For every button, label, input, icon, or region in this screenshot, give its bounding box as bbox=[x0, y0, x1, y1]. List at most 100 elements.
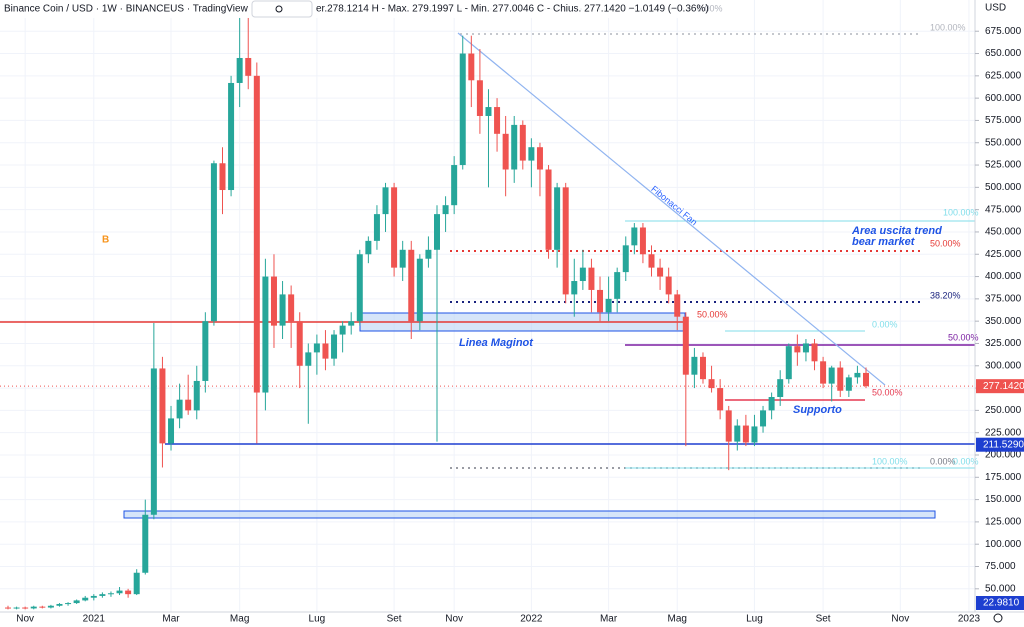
x-tick-label: Mag bbox=[668, 614, 687, 625]
candle-body bbox=[562, 187, 569, 295]
candle-body bbox=[202, 321, 209, 381]
y-tick-label: 250.000 bbox=[985, 405, 1022, 416]
annotation: B bbox=[102, 235, 109, 246]
candle-body bbox=[30, 606, 37, 609]
y-tick-label: 575.000 bbox=[985, 115, 1022, 126]
candle-body bbox=[605, 298, 612, 313]
candle-body bbox=[794, 346, 801, 353]
candle-body bbox=[56, 603, 63, 606]
annotation: Supporto bbox=[793, 404, 842, 416]
y-tick-label: 625.000 bbox=[985, 70, 1022, 81]
candle-body bbox=[657, 267, 664, 277]
y-tick-label: 300.000 bbox=[985, 360, 1022, 371]
candle-body bbox=[811, 343, 818, 362]
y-tick-label: 75.000 bbox=[985, 561, 1016, 572]
candle-body bbox=[125, 590, 132, 595]
candle-body bbox=[107, 593, 114, 595]
candle-body bbox=[459, 53, 466, 166]
x-tick-label: Mag bbox=[230, 614, 249, 625]
y-tick-label: 525.000 bbox=[985, 160, 1022, 171]
candle-body bbox=[571, 281, 578, 295]
fib-label: 38.20% bbox=[930, 290, 961, 300]
fib-label: 0.00% bbox=[697, 3, 723, 13]
candle-body bbox=[253, 75, 260, 393]
x-tick-label: Lug bbox=[309, 614, 326, 625]
candle-body bbox=[99, 594, 106, 596]
candle-body bbox=[348, 321, 355, 326]
x-tick-label: Set bbox=[816, 614, 831, 625]
candle-body bbox=[408, 249, 415, 322]
fan-line bbox=[457, 32, 886, 386]
price-tag-label: 277.1420 bbox=[983, 381, 1024, 392]
candle-body bbox=[751, 426, 758, 443]
candle-body bbox=[785, 346, 792, 380]
candle-body bbox=[854, 372, 861, 378]
candle-body bbox=[434, 214, 440, 250]
candle-body bbox=[399, 249, 406, 268]
y-tick-label: 550.000 bbox=[985, 137, 1022, 148]
fib-label: 100.00% bbox=[872, 456, 908, 466]
y-tick-label: 200.000 bbox=[985, 450, 1022, 461]
price-tag bbox=[976, 437, 1024, 452]
y-tick-label: 175.000 bbox=[985, 472, 1022, 483]
candle-body bbox=[536, 147, 543, 170]
candle-body bbox=[73, 600, 80, 604]
candle-body bbox=[133, 572, 140, 595]
candle-body bbox=[142, 514, 149, 573]
candle-body bbox=[442, 205, 449, 215]
candle-body bbox=[725, 410, 732, 442]
candle-body bbox=[331, 334, 338, 359]
candle-body bbox=[90, 595, 97, 598]
candle-body bbox=[631, 227, 638, 246]
candle-body bbox=[305, 352, 312, 366]
candle-body bbox=[391, 187, 398, 268]
candle-body bbox=[837, 367, 844, 391]
y-tick-label: 100.000 bbox=[985, 539, 1022, 550]
price-tag-label: 22.9810 bbox=[983, 598, 1020, 609]
candle-body bbox=[279, 294, 286, 326]
y-tick-label: 150.000 bbox=[985, 494, 1022, 505]
candle-body bbox=[296, 321, 303, 366]
y-tick-label: 375.000 bbox=[985, 294, 1022, 305]
price-tag bbox=[976, 379, 1024, 394]
eye-icon[interactable] bbox=[275, 5, 283, 13]
fib-label: 0.00% bbox=[872, 319, 898, 329]
x-tick-label: Set bbox=[387, 614, 402, 625]
x-tick-label: Nov bbox=[891, 614, 909, 625]
y-tick-label: 350.000 bbox=[985, 316, 1022, 327]
y-tick-label: 400.000 bbox=[985, 271, 1022, 282]
candle-body bbox=[322, 343, 329, 359]
fib-label: 100.00% bbox=[930, 22, 966, 32]
y-tick-label: 475.000 bbox=[985, 204, 1022, 215]
candle-body bbox=[116, 590, 123, 594]
candle-body bbox=[863, 372, 869, 387]
candle-body bbox=[356, 254, 363, 322]
fib-label: 50.00% bbox=[930, 238, 961, 248]
candle-body bbox=[228, 82, 235, 191]
candle-body bbox=[528, 147, 535, 161]
candle-body bbox=[828, 367, 835, 384]
candle-body bbox=[339, 325, 346, 335]
zone bbox=[123, 510, 936, 519]
y-tick-label: 50.000 bbox=[985, 583, 1016, 594]
fib-label: 100.00% bbox=[943, 207, 979, 217]
x-tick-label: Mar bbox=[162, 614, 180, 625]
candle-body bbox=[682, 316, 689, 375]
candle-body bbox=[494, 107, 501, 134]
candle-body bbox=[579, 267, 586, 282]
candle-body bbox=[845, 377, 852, 391]
candle-body bbox=[236, 57, 243, 83]
candle-body bbox=[416, 258, 423, 322]
y-tick-label: 500.000 bbox=[985, 182, 1022, 193]
candle-body bbox=[777, 379, 784, 397]
candle-body bbox=[219, 163, 226, 191]
candle-body bbox=[588, 267, 595, 290]
candles bbox=[5, 17, 869, 610]
x-tick-label: Lug bbox=[746, 614, 763, 625]
settings-icon[interactable] bbox=[993, 613, 1003, 623]
x-tick-label: Nov bbox=[445, 614, 463, 625]
y-tick-label: 650.000 bbox=[985, 48, 1022, 59]
candle-body bbox=[622, 245, 629, 273]
candle-body bbox=[648, 254, 655, 268]
